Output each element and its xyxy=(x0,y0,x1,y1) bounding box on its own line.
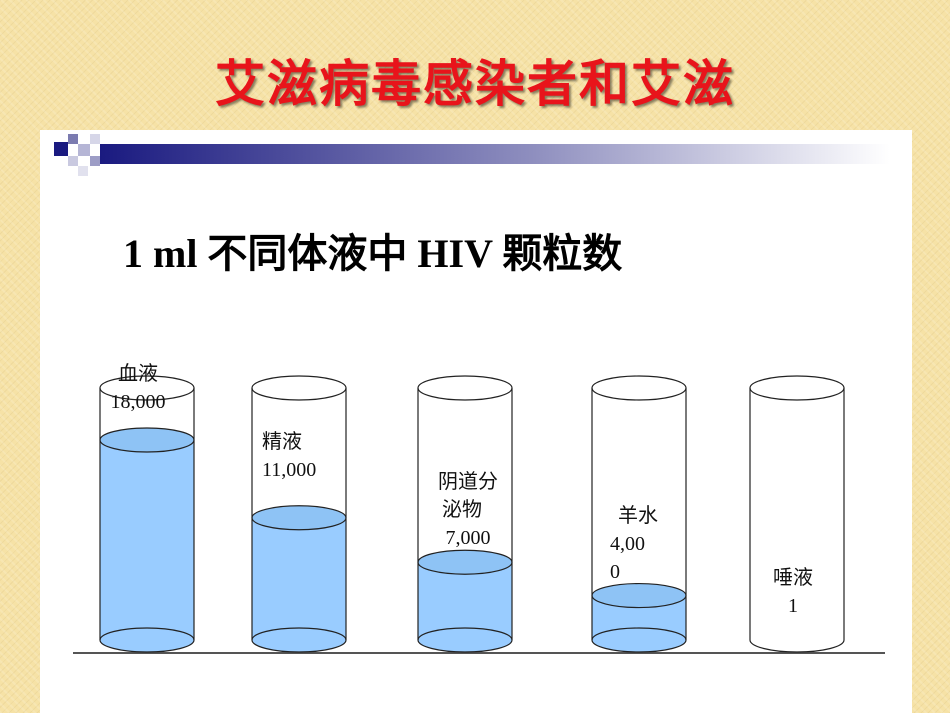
label-line: 11,000 xyxy=(262,459,316,481)
cylinder-rim xyxy=(417,375,513,401)
content-panel: 1 ml 不同体液中 HIV 颗粒数 血液 18,000 精液 11,000 阴道分泌物… xyxy=(40,130,912,713)
label-line: 阴道分 xyxy=(438,470,498,493)
label-line: 18,000 xyxy=(111,391,166,413)
cylinder-rim xyxy=(591,375,687,401)
cylinder-rim xyxy=(251,375,347,401)
hiv-cylinder-chart: 血液 18,000 精液 11,000 阴道分泌物 7,000 羊水 4,00 0 唾液 1 xyxy=(73,362,885,654)
label-line: 血液 xyxy=(118,362,158,385)
liquid-surface xyxy=(99,427,195,453)
liquid-bottom xyxy=(99,627,195,653)
cylinder-rim xyxy=(749,375,845,401)
cylinder-label-5: 唾液 1 xyxy=(773,566,813,617)
label-line: 1 xyxy=(788,595,798,617)
cylinder-bottom xyxy=(749,639,845,653)
label-line: 7,000 xyxy=(446,527,491,549)
cylinder-label-1: 血液 18,000 xyxy=(111,362,166,413)
liquid-surface xyxy=(251,505,347,531)
label-line: 唾液 xyxy=(773,566,813,589)
cylinder-3 xyxy=(417,375,513,653)
label-line: 4,00 xyxy=(610,533,645,555)
cylinder-4 xyxy=(591,375,687,653)
cylinder-label-4: 羊水 4,00 0 xyxy=(610,504,658,583)
cylinder-rim xyxy=(99,375,195,401)
chart-heading: 1 ml 不同体液中 HIV 颗粒数 xyxy=(123,231,623,276)
label-line: 泌物 xyxy=(442,498,482,521)
liquid-bottom xyxy=(591,627,687,653)
liquid-fill xyxy=(252,517,346,640)
slide-title: 艾滋病毒感染者和艾滋 xyxy=(215,55,735,113)
liquid-fill xyxy=(100,440,194,640)
liquid-fill xyxy=(418,562,512,640)
liquid-surface xyxy=(591,582,687,609)
decorative-banner xyxy=(54,134,890,176)
liquid-bottom xyxy=(417,627,513,653)
cylinder-5 xyxy=(749,375,845,653)
liquid-surface xyxy=(417,549,513,575)
liquid-bottom xyxy=(251,627,347,653)
cylinder-1 xyxy=(99,375,195,653)
label-line: 羊水 xyxy=(618,504,658,527)
cylinder-2 xyxy=(251,375,347,653)
cylinder-label-2: 精液 11,000 xyxy=(262,430,316,481)
label-line: 0 xyxy=(610,561,620,583)
cylinder-label-3: 阴道分泌物 7,000 xyxy=(438,470,498,549)
label-line: 精液 xyxy=(262,430,302,453)
